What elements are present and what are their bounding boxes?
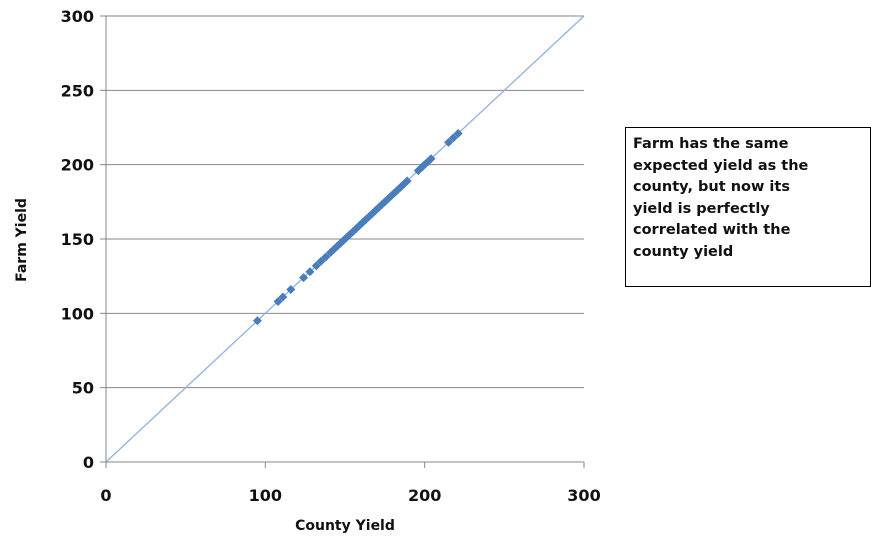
x-tick-label-0: 0: [100, 486, 111, 505]
data-point: [252, 316, 262, 326]
data-point: [426, 154, 436, 164]
y-tick-label-200: 200: [61, 156, 94, 175]
data-points: [252, 128, 463, 326]
y-tick-label-300: 300: [61, 7, 94, 26]
data-point: [286, 285, 296, 295]
x-tick-label-200: 200: [408, 486, 441, 505]
y-tick-label-100: 100: [61, 304, 94, 323]
y-tick-label-50: 50: [72, 379, 94, 398]
data-point: [453, 128, 463, 138]
data-point: [278, 292, 288, 302]
annotation-text: Farm has the same expected yield as the …: [633, 136, 809, 260]
data-point: [321, 252, 331, 262]
data-point: [305, 267, 315, 277]
x-tick-label-100: 100: [249, 486, 282, 505]
axes: [100, 15, 585, 468]
data-point: [311, 261, 321, 271]
gridlines: [106, 15, 584, 389]
x-axis-title: County Yield: [295, 518, 395, 534]
y-tick-label-250: 250: [61, 81, 94, 100]
y-axis-title: Farm Yield: [14, 198, 30, 282]
y-tick-label-0: 0: [83, 453, 94, 472]
annotation-box: Farm has the same expected yield as the …: [625, 127, 871, 287]
data-point: [299, 273, 309, 283]
data-point: [273, 296, 283, 306]
y-tick-label-150: 150: [61, 230, 94, 249]
tick-labels: 0 50 100 150 200 250 300 0 100 200 300: [61, 7, 601, 505]
data-point: [316, 256, 326, 266]
data-point: [448, 133, 458, 143]
x-tick-label-300: 300: [567, 486, 600, 505]
data-point: [444, 137, 454, 147]
data-point: [402, 176, 412, 186]
